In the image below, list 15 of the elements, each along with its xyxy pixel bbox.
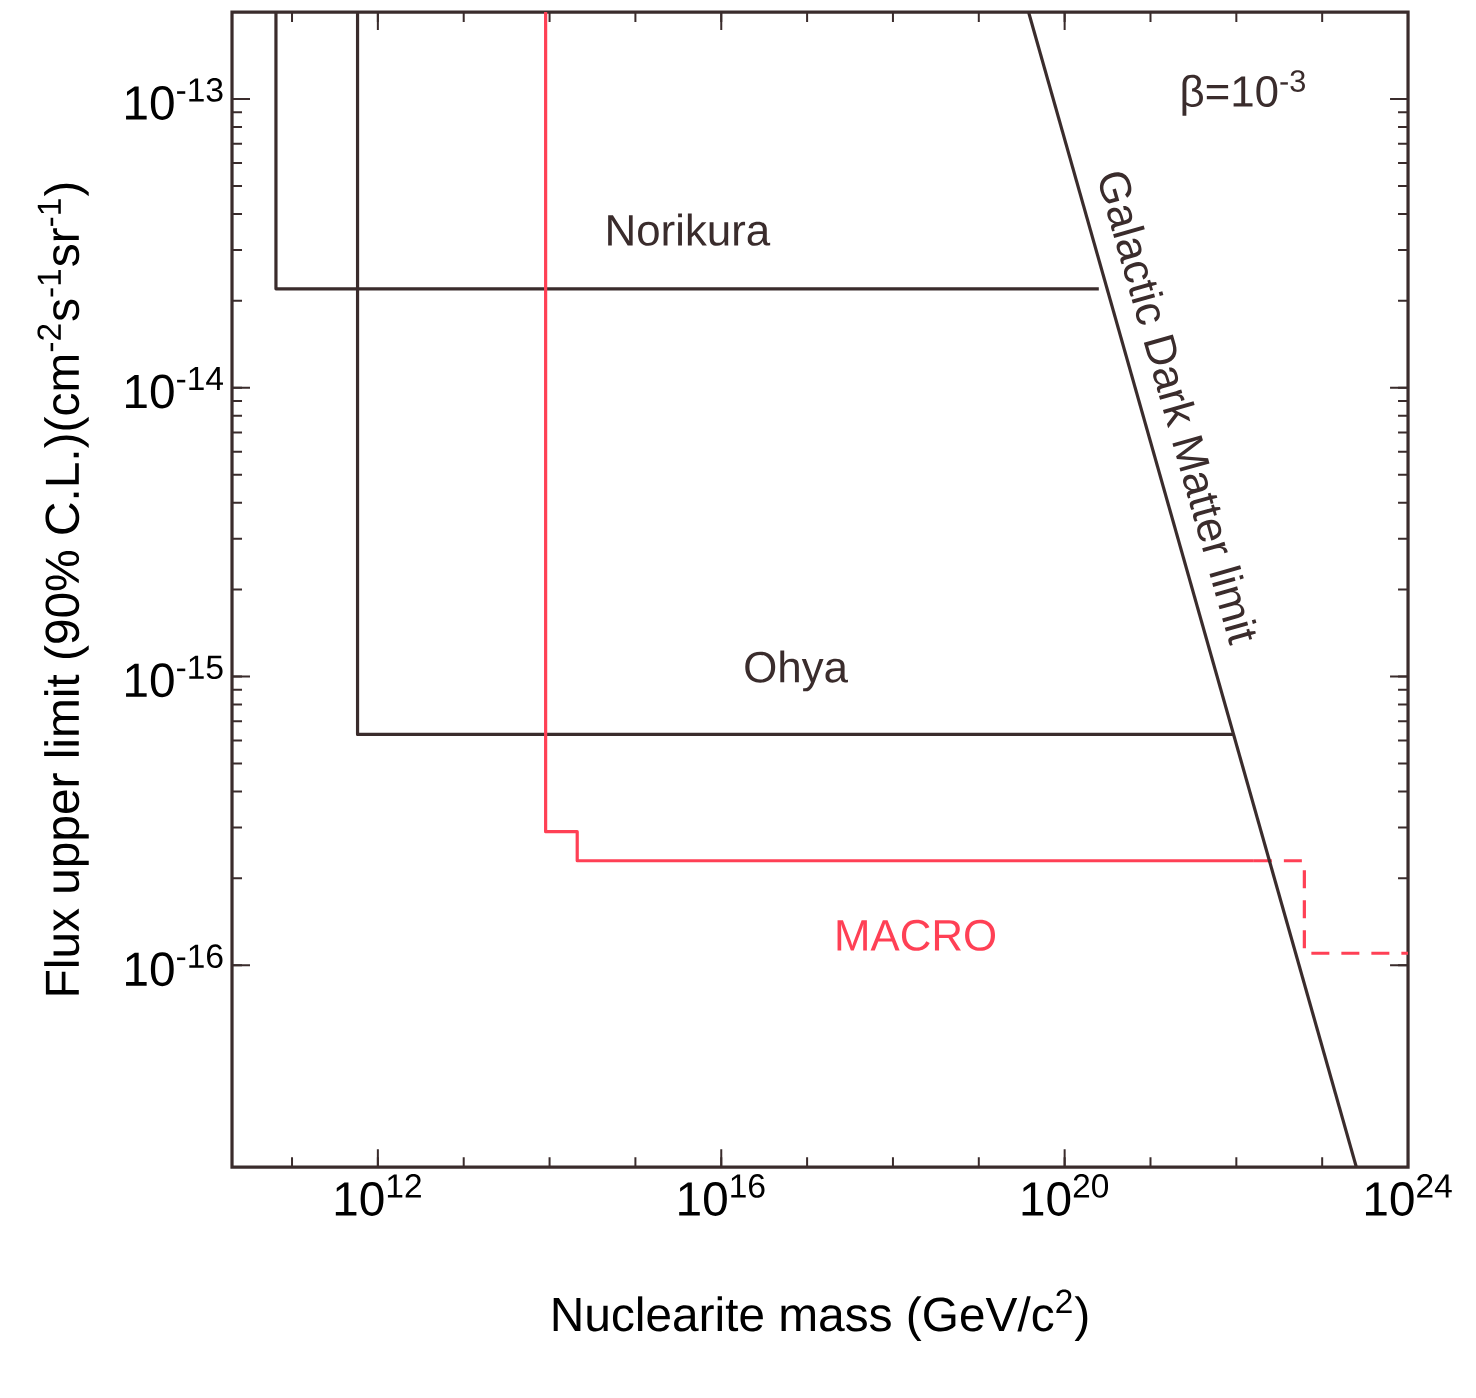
y-tick-label: 10$^{-13}$ (126, 78, 223, 120)
text: Galactic Dark Matter limit (1099, 172, 1257, 646)
y-tick-label: 10$^{-16}$ (126, 944, 223, 987)
series-label: Norikura (608, 213, 771, 246)
series-label: MACRO (837, 919, 996, 951)
x-tick-label: 10$^{24}$ (1365, 1174, 1452, 1216)
y-tick-label: 10$^{-14}$ (126, 366, 223, 409)
y-tick-label: 10$^{-15}$ (126, 655, 223, 698)
y-axis-title: Flux upper limit (90% C.L.)(cm$^{-2}$s$^{-1}$sr$^{-1}$) (37, 183, 89, 995)
series-label: Ohya (745, 650, 848, 692)
x-tick-label: 10$^{20}$ (1022, 1174, 1109, 1216)
x-axis-title: Nuclearite mass (GeV/c$^{2}$) (553, 1289, 1088, 1341)
annotation: β=10$^{-3}$ (1182, 70, 1305, 116)
x-tick-label: 10$^{16}$ (679, 1174, 765, 1216)
x-tick-label: 10$^{12}$ (335, 1174, 421, 1216)
